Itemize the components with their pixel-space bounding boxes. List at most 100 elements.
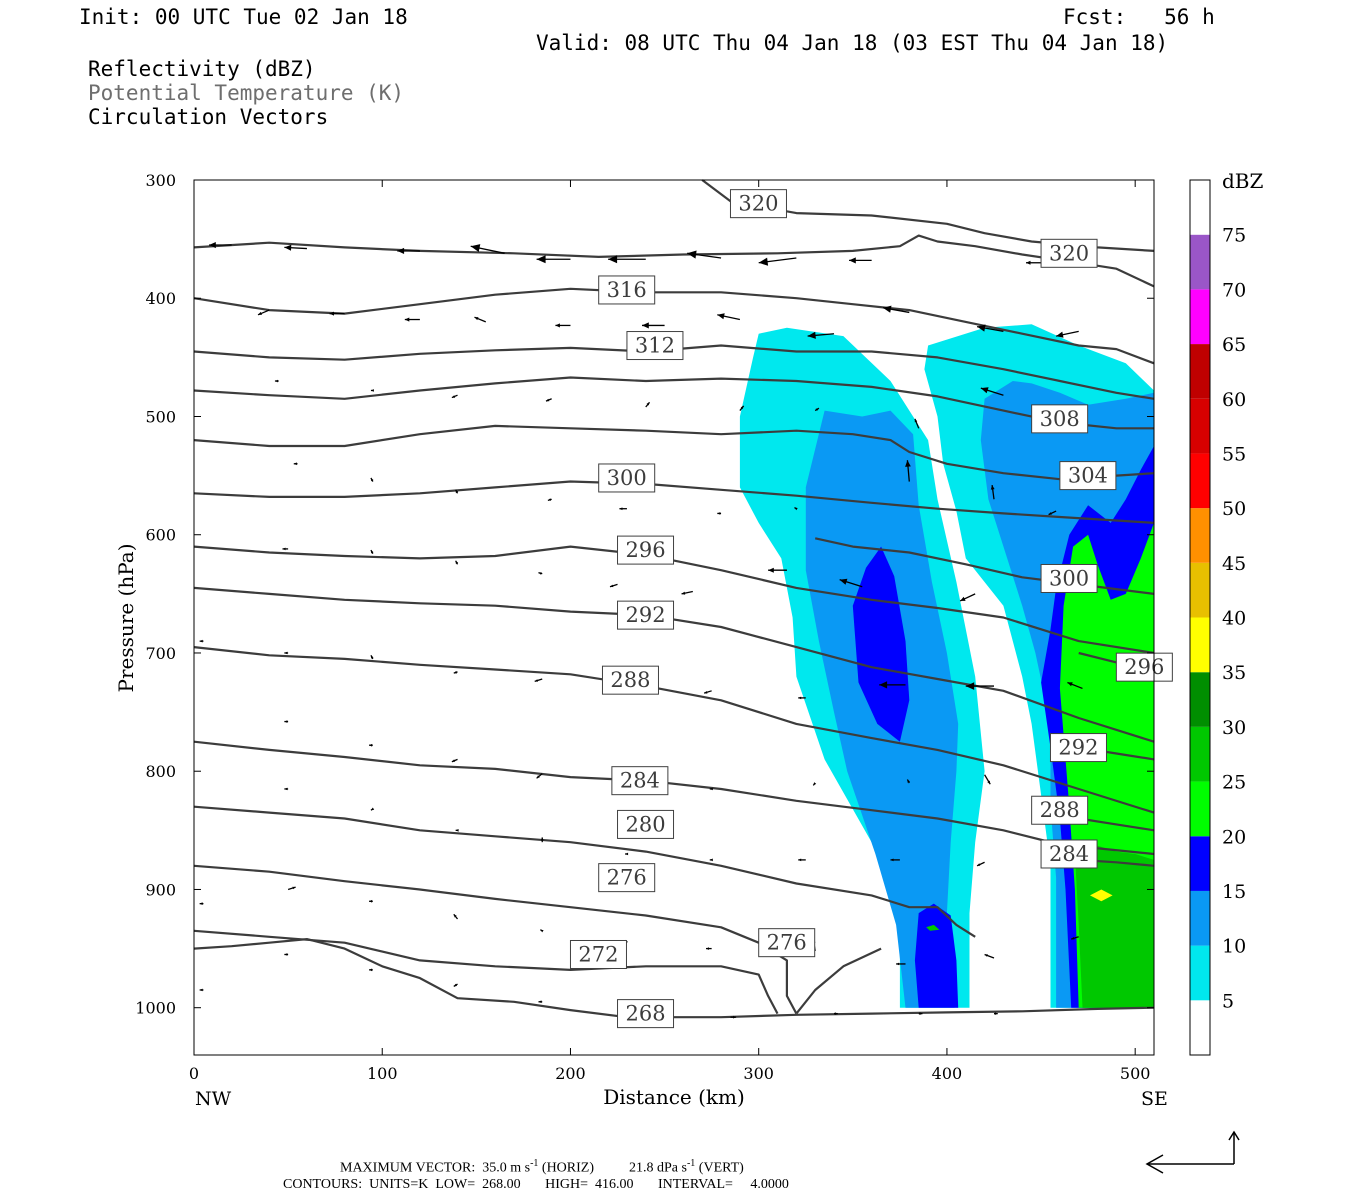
- colorbar-segment: [1190, 180, 1210, 235]
- vector-arrowhead: [794, 507, 798, 511]
- reference-vector-icon: [1145, 1130, 1240, 1174]
- circulation-vector: [284, 787, 289, 791]
- vector-arrowhead: [977, 324, 986, 332]
- circulation-vector: [608, 255, 646, 264]
- colorbar-level-label: 55: [1222, 443, 1246, 465]
- colorbar-level-label: 70: [1222, 279, 1246, 301]
- vector-arrowhead: [453, 914, 457, 918]
- footer-max-vector-text-3: (VERT): [695, 1160, 744, 1176]
- circulation-vector: [768, 567, 787, 573]
- circulation-vector: [199, 902, 204, 905]
- circulation-vector: [536, 773, 543, 779]
- vector-arrowhead: [839, 578, 848, 585]
- circulation-vector: [814, 407, 820, 412]
- circulation-vector: [839, 578, 863, 588]
- vector-arrowhead: [284, 720, 288, 723]
- colorbar-segment: [1190, 508, 1210, 563]
- circulation-vector: [730, 1015, 737, 1019]
- vector-arrowhead: [704, 691, 708, 694]
- reflectivity-region-25dbz: [926, 924, 940, 931]
- vector-arrowhead: [455, 489, 459, 494]
- contour-label-box: [1040, 839, 1098, 869]
- circulation-vector: [976, 324, 1004, 332]
- colorbar-segment: [1190, 344, 1210, 399]
- vector-arrowhead: [258, 311, 262, 315]
- vector-arrowhead: [538, 572, 542, 575]
- colorbar-segment: [1190, 945, 1210, 1001]
- circulation-vector: [370, 807, 375, 811]
- circulation-vector: [812, 782, 817, 786]
- theta-contour-labels: 320 320 316 312 308 304 300 300 296 292 296 288 292 2…: [569, 189, 1173, 1029]
- contour-label-300: 300: [607, 466, 647, 490]
- circulation-vector: [1026, 260, 1042, 265]
- circulation-vector: [284, 244, 307, 251]
- contour-label-296: 296: [1124, 655, 1164, 679]
- vector-arrowhead: [404, 317, 410, 322]
- circulation-vector: [397, 247, 420, 254]
- contour-label-box: [598, 275, 656, 305]
- y-tick-label: 400: [145, 289, 176, 308]
- theta-contour-292: [193, 586, 1155, 743]
- circulation-vector: [717, 313, 741, 321]
- x-tick-label: 100: [367, 1064, 398, 1083]
- colorbar-level-label: 40: [1222, 608, 1246, 630]
- theta-contour-300: [193, 480, 1155, 524]
- colorbar-level-label: 5: [1222, 990, 1234, 1012]
- colorbar-segment: [1190, 672, 1210, 727]
- vector-arrowhead: [815, 408, 819, 411]
- contour-label-box: [617, 809, 675, 839]
- circulation-vector: [209, 242, 232, 249]
- vector-arrowhead: [369, 743, 373, 747]
- circulation-vector: [555, 323, 571, 328]
- init-time: Init: 00 UTC Tue 02 Jan 18: [79, 5, 408, 29]
- circulation-vector: [798, 696, 806, 700]
- vector-arrowhead: [292, 886, 296, 890]
- contour-label-box: [617, 535, 675, 565]
- vector-arrowhead: [282, 547, 286, 551]
- circulation-vector: [918, 1012, 923, 1015]
- vector-arrowhead: [890, 858, 894, 862]
- x-label-nw: NW: [195, 1088, 232, 1110]
- vector-arrowhead: [646, 402, 650, 406]
- vector-arrowhead: [370, 550, 374, 554]
- circulation-vector: [706, 947, 712, 950]
- vector-arrowhead: [990, 485, 995, 490]
- colorbar-segment: [1190, 453, 1210, 509]
- field-vectors: Circulation Vectors: [88, 105, 329, 129]
- vector-arrowhead: [540, 929, 544, 933]
- theta-contour-276: [795, 947, 882, 1015]
- vector-arrowhead: [370, 389, 374, 392]
- colorbar-frame: [1189, 179, 1211, 1056]
- circulation-vector: [538, 1000, 543, 1004]
- circulation-vector: [370, 477, 374, 482]
- reflectivity-fill: [739, 324, 1154, 1008]
- colorbar-segment: [1190, 398, 1210, 454]
- circulation-vector: [287, 886, 296, 891]
- vector-arrowhead: [984, 954, 988, 957]
- circulation-vector: [1070, 936, 1079, 940]
- circulation-vector: [540, 929, 544, 933]
- vector-arrowhead: [534, 679, 538, 682]
- circulation-vector: [879, 681, 906, 689]
- vector-arrowhead: [980, 387, 989, 394]
- colorbar-segment: [1190, 890, 1210, 946]
- circulation-vector: [451, 758, 458, 763]
- vector-arrowhead: [625, 852, 629, 856]
- vector-arrowhead: [642, 322, 649, 329]
- x-tick-label: 0: [189, 1064, 199, 1083]
- circulation-vector: [965, 682, 994, 690]
- contour-label-272: 272: [578, 942, 618, 966]
- contour-label-288: 288: [1040, 798, 1080, 822]
- circulation-vector: [370, 655, 374, 660]
- circulation-vector: [370, 389, 374, 392]
- footer-max-vector-text-1: MAXIMUM VECTOR: 35.0 m s: [340, 1160, 531, 1176]
- field-theta: Potential Temperature (K): [88, 81, 405, 105]
- contour-label-box: [598, 463, 656, 493]
- vector-arrowhead: [717, 313, 725, 320]
- vector-arrowhead: [453, 670, 457, 674]
- vector-arrowhead: [987, 780, 991, 785]
- vector-arrowhead: [199, 639, 203, 643]
- circulation-vector: [959, 593, 976, 602]
- vector-arrowhead: [284, 651, 288, 655]
- colorbar-level-label: 50: [1222, 498, 1246, 520]
